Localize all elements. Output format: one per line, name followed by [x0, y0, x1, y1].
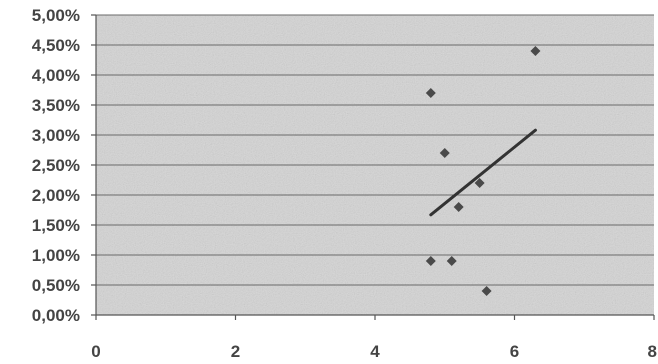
- y-tick-label: 0,50%: [32, 276, 80, 295]
- y-tick-label: 2,50%: [32, 156, 80, 175]
- data-point: [481, 286, 492, 296]
- x-tick-label: 6: [510, 342, 519, 361]
- trendline: [429, 128, 537, 217]
- y-tick-label: 1,50%: [32, 216, 80, 235]
- data-points: [425, 46, 541, 296]
- y-tick-label: 4,50%: [32, 36, 80, 55]
- axes: [91, 14, 655, 320]
- y-tick-label: 2,00%: [32, 186, 80, 205]
- data-point: [474, 178, 485, 188]
- y-tick-label: 3,50%: [32, 96, 80, 115]
- x-tick-label: 0: [91, 342, 100, 361]
- y-tick-label: 5,00%: [32, 6, 80, 25]
- x-tick-label: 4: [370, 342, 380, 361]
- data-point: [446, 256, 457, 266]
- x-axis-tick-labels: 0 2 4 6 8: [91, 342, 657, 361]
- x-tick-label: 2: [231, 342, 240, 361]
- data-point: [439, 148, 450, 158]
- y-tick-label: 4,00%: [32, 66, 80, 85]
- data-point: [425, 256, 436, 266]
- y-tick-label: 1,00%: [32, 246, 80, 265]
- data-point: [530, 46, 541, 56]
- trendline-layer: [429, 128, 537, 217]
- data-point: [453, 202, 464, 212]
- gridlines: [96, 14, 654, 316]
- x-tick-label: 8: [648, 342, 657, 361]
- y-tick-label: 3,00%: [32, 126, 80, 145]
- y-axis-tick-labels: 0,00% 0,50% 1,00% 1,50% 2,00% 2,50% 3,00% 3,50%…: [32, 6, 80, 325]
- y-tick-label: 0,00%: [32, 306, 80, 325]
- data-point: [425, 88, 436, 98]
